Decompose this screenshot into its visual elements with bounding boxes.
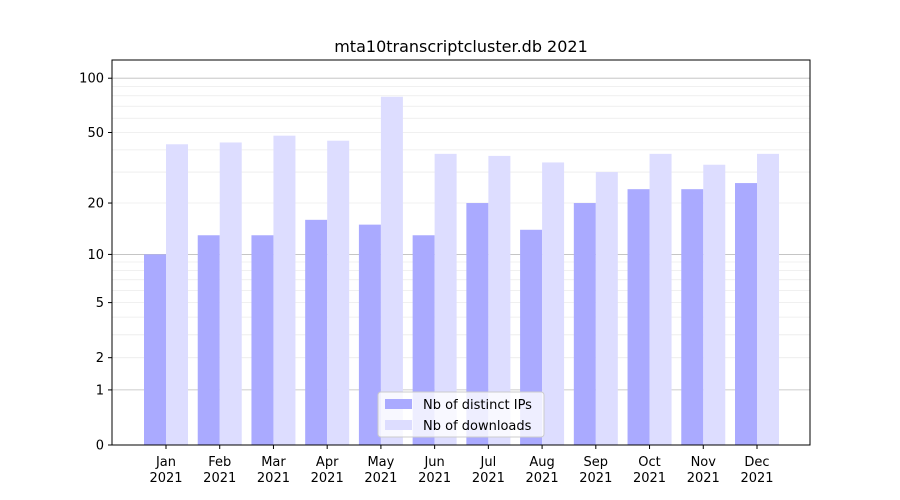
bar-downloads <box>219 142 242 446</box>
bar-downloads <box>542 162 565 445</box>
bar-downloads <box>380 96 403 446</box>
y-tick-label: 5 <box>96 296 104 311</box>
y-tick-label: 10 <box>87 248 104 263</box>
bar-distinct-ips <box>627 189 650 445</box>
y-tick-label: 20 <box>87 197 104 212</box>
bar-distinct-ips <box>735 183 757 445</box>
bar-distinct-ips <box>358 224 381 445</box>
legend-swatch <box>385 399 412 409</box>
y-tick-label: 0 <box>96 439 104 454</box>
legend-swatch <box>385 420 412 430</box>
bar-downloads <box>595 172 618 445</box>
x-tick-label: Dec 2021 <box>740 455 773 486</box>
bar-distinct-ips <box>520 229 543 445</box>
y-tick-label: 50 <box>87 126 104 141</box>
bar-distinct-ips <box>251 235 274 445</box>
x-tick-label: Apr 2021 <box>311 455 344 486</box>
x-tick-label: May 2021 <box>364 455 397 486</box>
y-tick-label: 100 <box>79 72 104 87</box>
bar-distinct-ips <box>681 189 704 445</box>
bar-distinct-ips <box>197 235 220 445</box>
x-tick-label: Oct 2021 <box>633 455 666 486</box>
x-tick-label: Sep 2021 <box>579 455 612 486</box>
x-tick-label: Nov 2021 <box>687 455 720 486</box>
x-tick-label: Feb 2021 <box>203 455 236 486</box>
x-tick-label: Jul 2021 <box>472 455 505 486</box>
x-tick-label: Jan 2021 <box>149 455 182 486</box>
bars <box>144 96 779 446</box>
axes: 0 1 2 5 10 20 50 100 Jan 2021 Feb 2021 Mar 2021 Apr 202… <box>79 59 811 486</box>
bar-downloads <box>703 164 726 445</box>
legend: Nb of distinct IPs Nb of downloads <box>377 391 545 438</box>
bar-downloads <box>166 144 188 445</box>
y-tick-label: 2 <box>96 351 104 366</box>
bar-downloads <box>757 153 779 445</box>
bar-distinct-ips <box>466 203 489 445</box>
x-tick-label: Mar 2021 <box>257 455 290 486</box>
y-tick-label: 1 <box>96 383 104 398</box>
bar-distinct-ips <box>305 219 328 445</box>
x-tick-label: Aug 2021 <box>526 455 559 486</box>
bar-downloads <box>327 140 350 445</box>
bar-distinct-ips <box>573 203 596 445</box>
legend-box <box>377 391 545 438</box>
bar-distinct-ips <box>144 254 166 445</box>
plot-frame <box>111 59 811 446</box>
bar-downloads <box>434 153 457 445</box>
bar-downloads <box>273 135 296 445</box>
bar-downloads <box>488 155 511 445</box>
bar-downloads <box>649 153 672 445</box>
legend-label: Nb of distinct IPs <box>423 398 532 413</box>
legend-label: Nb of downloads <box>423 419 532 434</box>
chart-title: mta10transcriptcluster.db 2021 <box>334 37 588 56</box>
x-tick-label: Jun 2021 <box>418 455 451 486</box>
